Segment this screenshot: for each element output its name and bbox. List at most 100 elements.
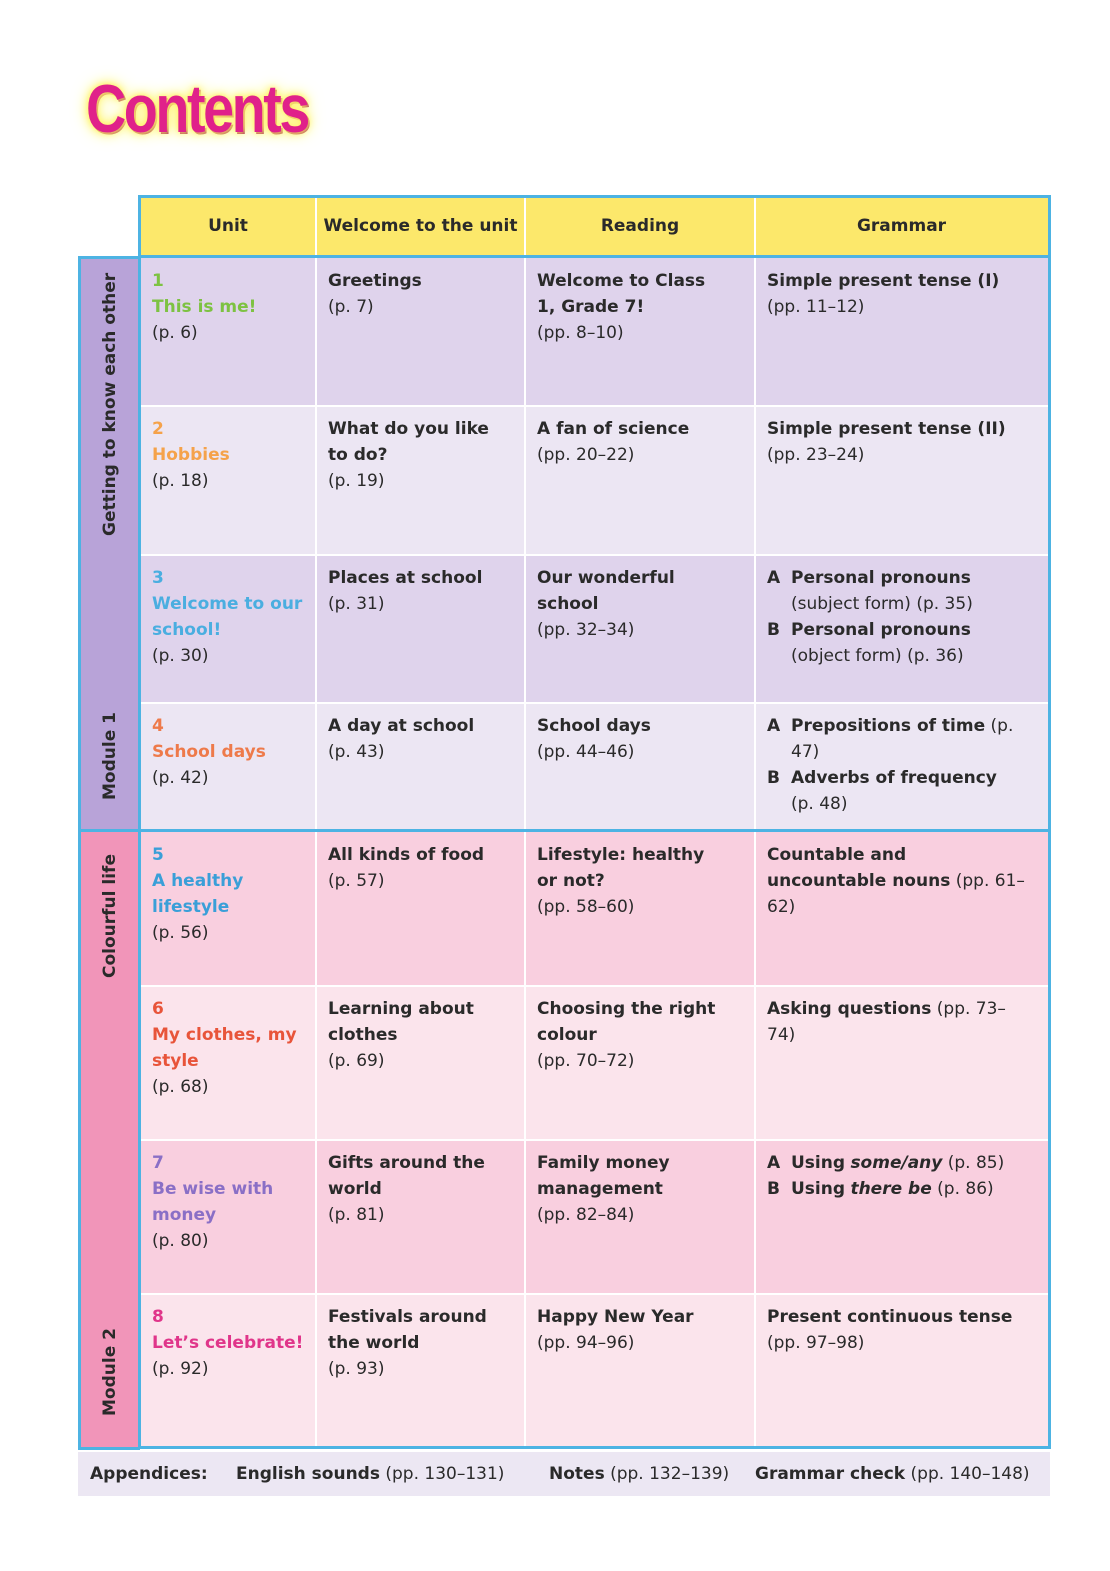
unit-title: This is me! xyxy=(152,297,257,317)
unit-page: (p. 80) xyxy=(152,1231,209,1251)
reading-page: (pp. 8–10) xyxy=(537,323,624,343)
unit-number: 2 xyxy=(152,419,164,439)
unit-cell: 2 Hobbies (p. 18) xyxy=(140,406,316,555)
unit-page: (p. 68) xyxy=(152,1077,209,1097)
unit-page: (p. 30) xyxy=(152,646,209,666)
unit-title: Be wise with money xyxy=(152,1179,274,1225)
grammar-text: Using xyxy=(791,1153,846,1173)
grammar-text: Using xyxy=(791,1179,846,1199)
grammar-item: B Using there be (p. 86) xyxy=(767,1176,1030,1202)
reading-title: Family money management xyxy=(537,1153,670,1199)
welcome-title: All kinds of food xyxy=(328,845,485,865)
reading-page: (pp. 82–84) xyxy=(537,1205,635,1225)
column-divider xyxy=(524,196,526,1448)
unit-cell: 8 Let’s celebrate! (p. 92) xyxy=(140,1294,316,1448)
module-2-side xyxy=(78,830,140,1450)
module-2-label: Module 2 xyxy=(100,1328,120,1416)
grammar-text: Present continuous tense xyxy=(767,1307,1013,1327)
reading-page: (pp. 94–96) xyxy=(537,1333,635,1353)
reading-title: Welcome to Class 1, Grade 7! xyxy=(537,271,706,317)
grammar-item: Asking questions (pp. 73–74) xyxy=(767,996,1030,1048)
column-divider xyxy=(754,196,756,1448)
welcome-cell: Festivals around the world (p. 93) xyxy=(316,1294,525,1448)
column-header: Reading xyxy=(525,196,755,256)
welcome-page: (p. 7) xyxy=(328,297,374,317)
welcome-page: (p. 81) xyxy=(328,1205,385,1225)
appendix-grammar-check: Grammar check (pp. 140–148) xyxy=(755,1464,1030,1484)
row-divider xyxy=(140,985,1048,987)
unit-number: 7 xyxy=(152,1153,164,1173)
unit-title: Welcome to our school! xyxy=(152,594,303,640)
unit-number: 3 xyxy=(152,568,164,588)
grammar-cell: Simple present tense (II) (pp. 23–24) xyxy=(755,406,1048,555)
grammar-text: Asking questions xyxy=(767,999,932,1019)
unit-page: (p. 6) xyxy=(152,323,198,343)
reading-cell: A fan of science (pp. 20–22) xyxy=(525,406,755,555)
welcome-page: (p. 43) xyxy=(328,742,385,762)
grammar-cell: A Personal pronouns (subject form) (p. 35)… xyxy=(755,555,1048,703)
appendix-english-sounds: English sounds (pp. 130–131) xyxy=(236,1464,505,1484)
grammar-text: Simple present tense (II) xyxy=(767,419,1006,439)
grammar-page: (p. 85) xyxy=(947,1153,1005,1173)
grammar-cell: Asking questions (pp. 73–74) xyxy=(755,986,1048,1140)
grammar-letter: A xyxy=(767,568,781,588)
welcome-title: What do you like to do? xyxy=(328,419,489,465)
grammar-item: A Personal pronouns (subject form) (p. 35) xyxy=(767,565,1030,617)
unit-cell: 3 Welcome to our school! (p. 30) xyxy=(140,555,316,703)
unit-cell: 6 My clothes, my style (p. 68) xyxy=(140,986,316,1140)
grammar-italic: there be xyxy=(850,1179,932,1199)
welcome-page: (p. 57) xyxy=(328,871,385,891)
unit-number: 6 xyxy=(152,999,164,1019)
grammar-letter: B xyxy=(767,768,780,788)
unit-cell: 5 A healthy lifestyle (p. 56) xyxy=(140,832,316,986)
grammar-item: Countable and uncountable nouns (pp. 61–… xyxy=(767,842,1030,920)
grammar-letter: A xyxy=(767,1153,781,1173)
welcome-cell: All kinds of food (p. 57) xyxy=(316,832,525,986)
grammar-text: Prepositions of time xyxy=(791,716,986,736)
grammar-item: A Using some/any (p. 85) xyxy=(767,1150,1030,1176)
welcome-cell: A day at school (p. 43) xyxy=(316,703,525,831)
welcome-cell: Greetings (p. 7) xyxy=(316,258,525,406)
welcome-title: Places at school xyxy=(328,568,483,588)
reading-cell: Welcome to Class 1, Grade 7! (pp. 8–10) xyxy=(525,258,755,406)
unit-number: 8 xyxy=(152,1307,164,1327)
page-title: Contents xyxy=(86,71,310,147)
unit-title: School days xyxy=(152,742,266,762)
welcome-cell: Learning about clothes (p. 69) xyxy=(316,986,525,1140)
unit-title: A healthy lifestyle xyxy=(152,871,244,917)
reading-title: Choosing the right colour xyxy=(537,999,716,1045)
row-divider xyxy=(140,702,1048,704)
grammar-italic: some/any xyxy=(850,1153,943,1173)
reading-cell: Happy New Year (pp. 94–96) xyxy=(525,1294,755,1448)
welcome-title: A day at school xyxy=(328,716,475,736)
grammar-cell: A Prepositions of time (p. 47) B Adverbs of… xyxy=(755,703,1048,831)
grammar-item: Simple present tense (I) (pp. 11–12) xyxy=(767,268,1030,320)
unit-title: Hobbies xyxy=(152,445,230,465)
grammar-cell: Countable and uncountable nouns (pp. 61–… xyxy=(755,832,1048,986)
grammar-page: (object form) (p. 36) xyxy=(791,646,964,666)
welcome-title: Festivals around the world xyxy=(328,1307,487,1353)
grammar-text: Adverbs of frequency xyxy=(791,768,997,788)
reading-page: (pp. 32–34) xyxy=(537,620,635,640)
reading-page: (pp. 70–72) xyxy=(537,1051,635,1071)
module-2-theme: Colourful life xyxy=(100,854,120,978)
grammar-page: (pp. 23–24) xyxy=(767,445,865,465)
row-divider xyxy=(140,405,1048,407)
column-header: Grammar xyxy=(755,196,1048,256)
unit-title: Let’s celebrate! xyxy=(152,1333,304,1353)
grammar-page: (p. 86) xyxy=(937,1179,994,1199)
grammar-page: (pp. 73–74) xyxy=(767,999,1006,1045)
reading-cell: Family money management (pp. 82–84) xyxy=(525,1140,755,1294)
unit-cell: 4 School days (p. 42) xyxy=(140,703,316,831)
unit-number: 1 xyxy=(152,271,164,291)
module-1-theme: Getting to know each other xyxy=(100,272,120,536)
grammar-item: Present continuous tense (pp. 97–98) xyxy=(767,1304,1030,1356)
welcome-cell: What do you like to do? (p. 19) xyxy=(316,406,525,555)
grammar-text: Personal pronouns xyxy=(791,568,971,588)
appendices-label: Appendices: xyxy=(90,1464,208,1484)
row-divider xyxy=(140,554,1048,556)
welcome-title: Learning about clothes xyxy=(328,999,474,1045)
reading-cell: Our wonderful school (pp. 32–34) xyxy=(525,555,755,703)
grammar-text: Countable and uncountable nouns xyxy=(767,845,951,891)
grammar-item: B Personal pronouns (object form) (p. 36) xyxy=(767,617,1030,669)
